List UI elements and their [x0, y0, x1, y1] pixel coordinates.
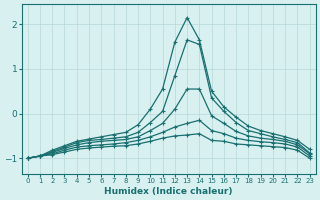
X-axis label: Humidex (Indice chaleur): Humidex (Indice chaleur) — [104, 187, 233, 196]
